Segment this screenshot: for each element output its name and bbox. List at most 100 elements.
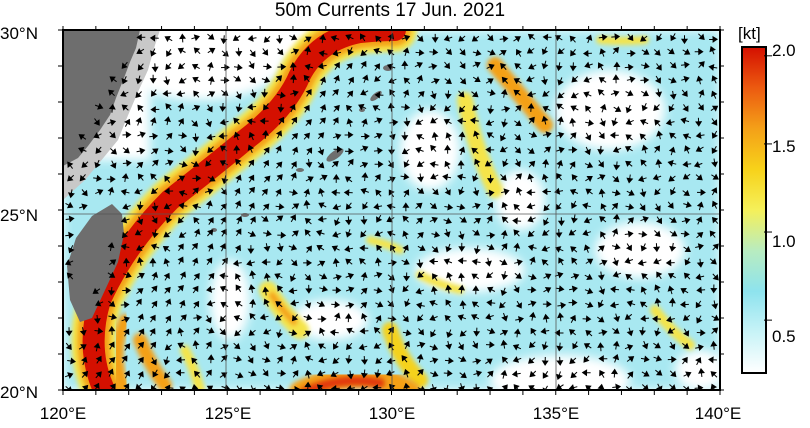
current-arrow	[360, 230, 367, 238]
current-arrow	[527, 215, 536, 223]
current-arrow	[65, 231, 75, 239]
current-arrow	[289, 214, 297, 223]
current-arrow	[472, 358, 482, 365]
current-arrow	[263, 272, 271, 282]
current-arrow	[317, 62, 327, 70]
current-arrow	[554, 187, 564, 195]
current-arrow	[149, 74, 157, 84]
current-arrow	[611, 228, 619, 237]
current-arrow	[429, 300, 438, 307]
current-arrow	[515, 49, 522, 57]
current-arrow	[402, 329, 412, 337]
current-arrow	[177, 118, 184, 127]
current-arrow	[261, 76, 271, 84]
current-arrow	[639, 188, 647, 198]
current-arrow	[373, 147, 383, 155]
current-arrow	[572, 341, 579, 350]
current-arrow	[291, 132, 299, 140]
current-arrow	[584, 146, 591, 156]
current-arrow	[513, 89, 521, 96]
current-arrow	[120, 216, 130, 224]
current-arrow	[639, 203, 646, 211]
current-arrow	[444, 187, 451, 196]
current-arrow	[109, 131, 116, 139]
current-arrow	[208, 272, 215, 281]
current-arrow	[529, 256, 536, 265]
current-arrow	[235, 47, 243, 57]
current-arrow	[316, 300, 326, 307]
current-arrow	[711, 187, 718, 196]
current-arrow	[402, 202, 410, 212]
current-arrow	[473, 245, 481, 255]
current-arrow	[66, 272, 74, 280]
current-arrow	[487, 89, 496, 97]
current-arrow	[345, 258, 353, 265]
current-arrow	[150, 89, 158, 97]
current-arrow	[277, 369, 287, 377]
current-arrow	[695, 131, 705, 139]
current-arrow	[653, 104, 660, 111]
current-arrow	[249, 216, 256, 225]
current-arrow	[500, 174, 507, 181]
current-arrow	[613, 105, 622, 113]
current-arrow	[233, 315, 243, 322]
current-arrow	[291, 230, 299, 237]
current-arrow	[570, 371, 578, 379]
current-arrow	[359, 244, 369, 252]
current-arrow	[303, 104, 310, 113]
current-arrow	[568, 146, 578, 154]
current-arrow	[163, 203, 172, 210]
current-arrow	[121, 104, 129, 111]
current-arrow	[121, 173, 129, 182]
current-arrow	[80, 356, 88, 366]
current-arrow	[137, 104, 144, 112]
current-arrow	[541, 245, 550, 252]
current-arrow	[428, 63, 438, 71]
current-arrow	[360, 33, 366, 42]
current-arrow	[500, 230, 508, 239]
current-arrow	[386, 369, 395, 377]
current-arrow	[430, 329, 437, 338]
current-arrow	[627, 217, 634, 225]
current-arrow	[249, 49, 256, 58]
lon-label-140: 140°E	[695, 404, 742, 423]
current-arrow	[446, 329, 453, 338]
current-arrow	[331, 160, 339, 168]
current-arrow	[541, 46, 549, 55]
current-arrow	[206, 285, 215, 293]
current-arrow	[641, 370, 650, 377]
current-arrow	[500, 188, 510, 196]
current-arrow	[121, 231, 129, 239]
current-arrow	[136, 147, 146, 155]
current-arrow	[291, 203, 300, 210]
current-arrow	[233, 131, 241, 141]
current-arrow	[417, 173, 425, 183]
current-arrow	[361, 118, 368, 127]
current-arrow	[121, 316, 130, 323]
colorbar-tick-1-5: 1.5	[772, 137, 796, 156]
current-arrow	[318, 187, 325, 197]
current-arrow	[290, 299, 299, 307]
current-arrow	[681, 75, 690, 83]
current-arrow	[123, 370, 131, 379]
current-arrow	[416, 302, 425, 310]
current-arrow	[458, 355, 467, 363]
current-arrow	[360, 287, 368, 295]
current-arrow	[528, 160, 536, 168]
current-arrow	[583, 343, 592, 350]
current-arrow	[263, 203, 270, 211]
current-arrow	[193, 314, 203, 322]
current-arrow	[317, 146, 325, 156]
current-arrow	[597, 89, 605, 96]
current-arrow	[373, 203, 383, 211]
current-arrow	[277, 63, 287, 71]
current-arrow	[220, 301, 229, 308]
current-arrow	[319, 90, 326, 98]
current-arrow	[599, 216, 607, 223]
current-arrow	[432, 188, 439, 196]
current-arrow	[373, 271, 383, 279]
current-arrow	[374, 117, 383, 124]
current-arrow	[290, 172, 297, 181]
current-arrow	[541, 76, 548, 86]
current-arrow	[625, 203, 635, 211]
